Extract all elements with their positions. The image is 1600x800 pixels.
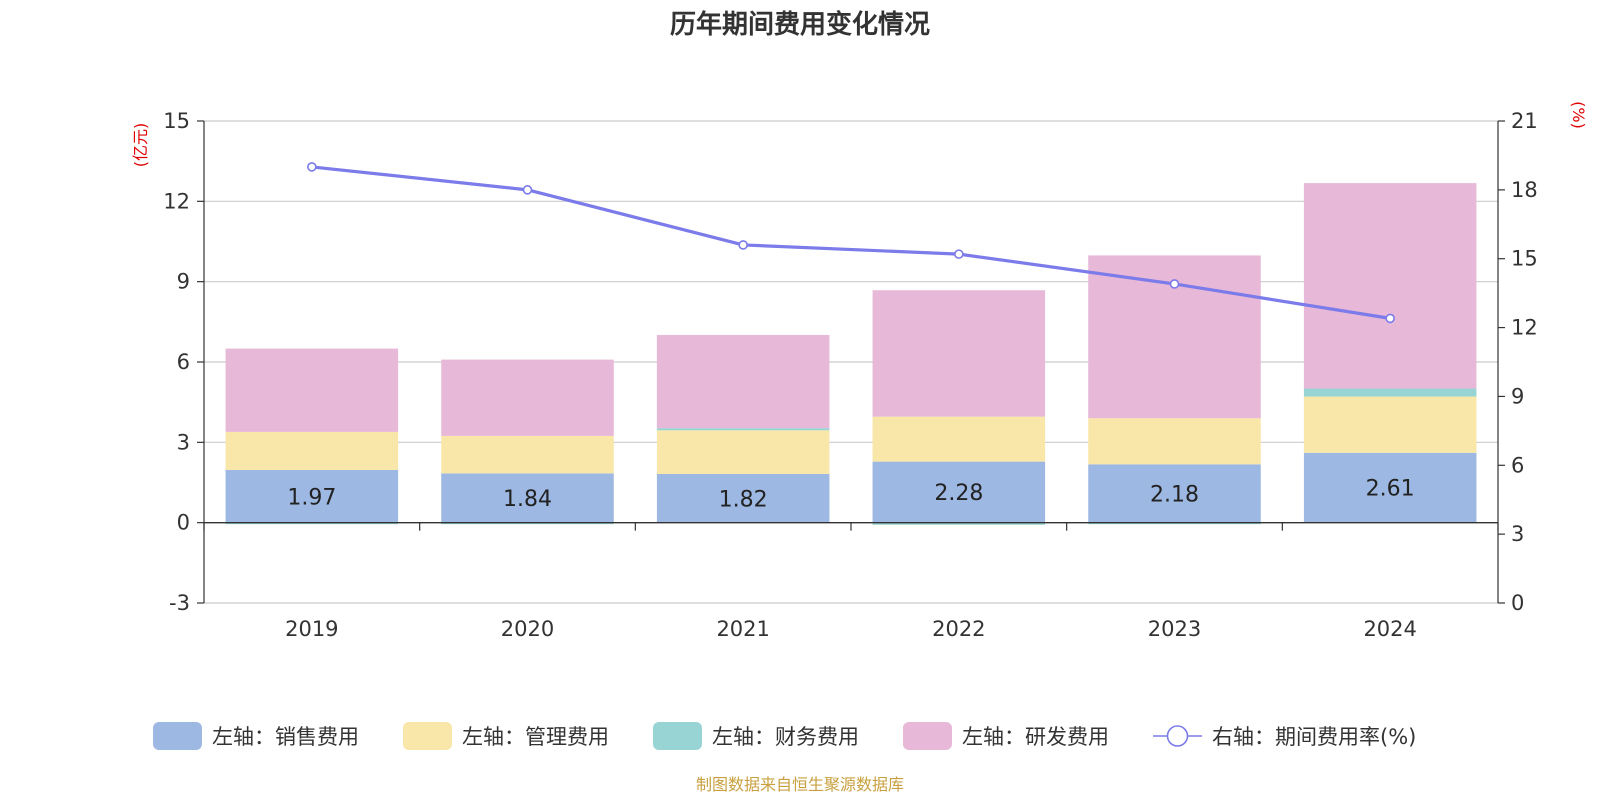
x-tick-label: 2022: [932, 617, 985, 641]
legend-label: 左轴：研发费用: [962, 725, 1109, 749]
legend-label: 左轴：管理费用: [462, 725, 609, 749]
right-tick-label: 12: [1511, 316, 1538, 340]
bar-2020: [441, 359, 614, 436]
left-tick-label: -3: [169, 591, 190, 615]
legend-swatch: [403, 722, 452, 750]
bar-2023: [1088, 418, 1261, 465]
x-tick-label: 2021: [716, 617, 769, 641]
rate-point-2022: [954, 249, 964, 259]
right-tick-label: 3: [1511, 522, 1524, 546]
rate-line: [307, 162, 1395, 324]
legend-swatch: [153, 722, 202, 750]
bar-2020: [441, 435, 614, 474]
legend-label: 左轴：销售费用: [212, 725, 359, 749]
bar-2024: [1303, 452, 1477, 523]
rate-point-2020: [522, 185, 533, 195]
rate-point-2019: [307, 162, 317, 172]
right-axis-unit: (%): [1569, 101, 1588, 129]
legend-marker: [1166, 725, 1189, 747]
data-label: 1.84: [503, 487, 552, 512]
bars: [225, 183, 1477, 525]
rate-line-path: [311, 165, 1391, 320]
rate-point-2024: [1385, 313, 1395, 324]
data-label: 2.28: [934, 481, 983, 506]
legend-label: 左轴：财务费用: [712, 725, 859, 749]
bar-2020: [441, 522, 614, 525]
bar-2019: [225, 431, 399, 470]
legend-label: 右轴：期间费用率(%): [1212, 725, 1416, 749]
bar-2024: [1303, 388, 1477, 397]
data-label: 1.82: [719, 487, 768, 512]
x-tick-label: 2024: [1363, 617, 1416, 641]
x-tick-label: 2019: [285, 617, 338, 641]
bar-2024: [1303, 396, 1477, 453]
bar-2023: [1088, 464, 1261, 523]
right-tick-label: 9: [1511, 384, 1524, 408]
x-tick-label: 2023: [1148, 617, 1201, 641]
right-tick-label: 15: [1511, 247, 1538, 271]
bar-2024: [1303, 183, 1477, 389]
left-tick-label: 0: [177, 511, 190, 535]
bar-2021: [656, 334, 830, 429]
left-tick-label: 6: [177, 350, 190, 374]
left-axis-unit: (亿元): [131, 123, 150, 168]
bar-2022: [872, 461, 1046, 523]
left-tick-label: 3: [177, 430, 190, 454]
rate-point-2023: [1169, 279, 1180, 289]
legend-swatch: [903, 722, 952, 750]
bar-2022: [872, 416, 1046, 462]
left-tick-label: 12: [163, 189, 190, 213]
bar-2021: [656, 473, 830, 523]
bar-2021: [656, 428, 830, 431]
right-tick-label: 18: [1511, 178, 1538, 202]
bar-2023: [1088, 522, 1261, 525]
bar-2022: [872, 290, 1046, 417]
right-tick-label: 21: [1511, 109, 1538, 133]
left-tick-label: 15: [163, 109, 190, 133]
chart-title: 历年期间费用变化情况: [670, 9, 930, 40]
x-tick-label: 2020: [501, 617, 554, 641]
left-tick-label: 9: [177, 270, 190, 294]
bar-2021: [656, 430, 830, 474]
data-label: 2.18: [1150, 482, 1199, 507]
axes: -3 0 3 6 9 12 15 0 3 6 9 12 15 18 21 2019 2020 2021 2022 20…: [163, 109, 1537, 641]
data-labels: 1.97 1.84 1.82 2.28 2.18 2.61: [287, 477, 1414, 513]
data-label: 1.97: [287, 485, 336, 510]
bar-2022: [872, 522, 1046, 525]
right-tick-label: 0: [1511, 591, 1524, 615]
right-tick-label: 6: [1511, 453, 1524, 477]
legend-swatch: [653, 722, 702, 750]
rate-point-2021: [738, 240, 748, 250]
bar-2020: [441, 473, 614, 523]
bar-2019: [225, 348, 399, 432]
bar-2019: [225, 469, 399, 523]
legend: 左轴：销售费用 左轴：管理费用 左轴：财务费用 左轴：研发费用 右轴：期间费用率(%): [153, 722, 1416, 750]
source-note: 制图数据来自恒生聚源数据库: [696, 775, 904, 794]
bar-2019: [225, 522, 399, 525]
data-label: 2.61: [1366, 477, 1415, 502]
